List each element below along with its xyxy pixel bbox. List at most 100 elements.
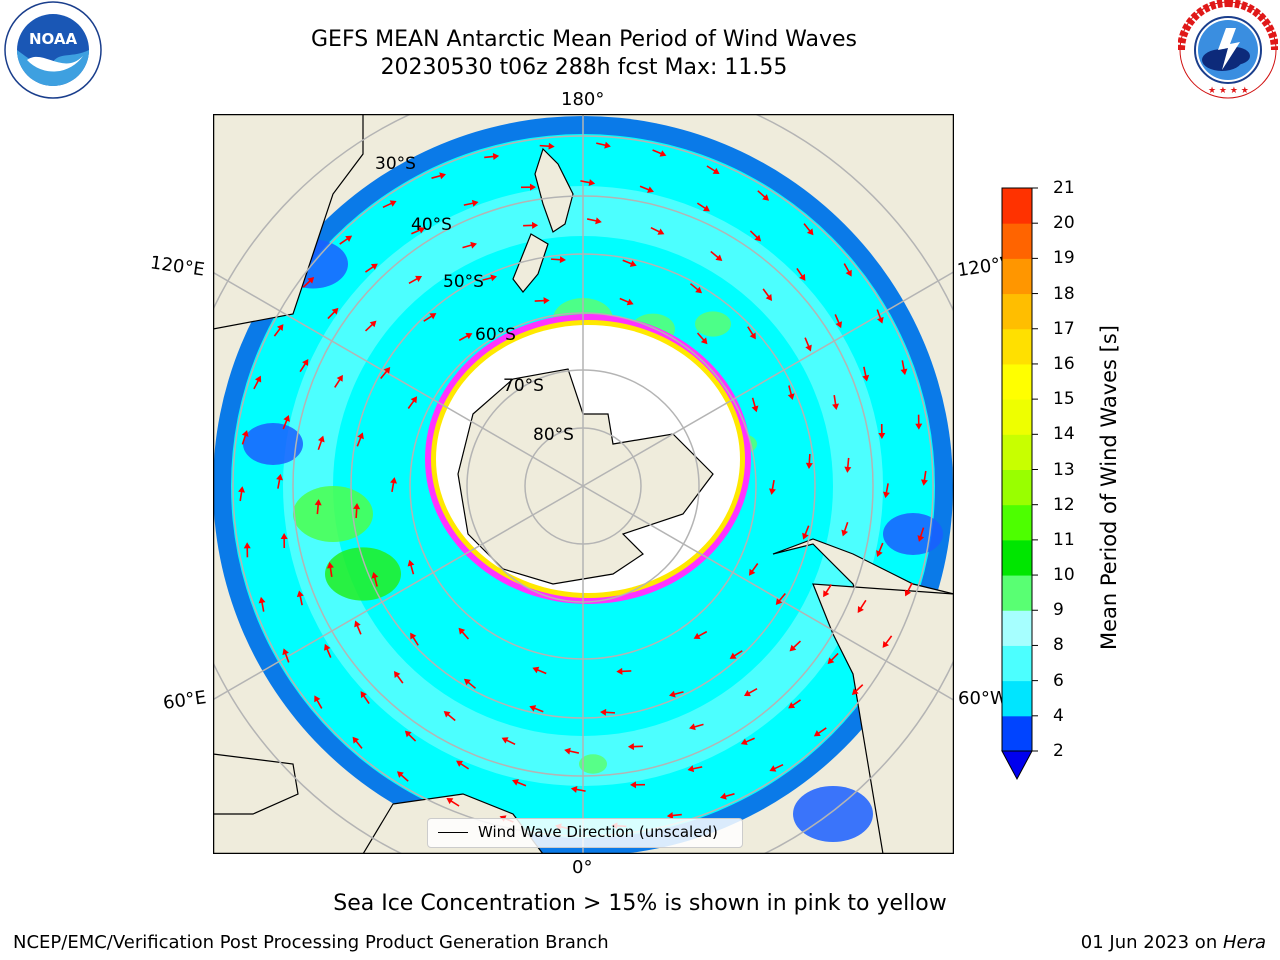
wave-direction-arrow [720,792,735,800]
map-legend: Wind Wave Direction (unscaled) [427,818,743,848]
colorbar-band [1002,680,1032,717]
wave-direction-arrow [630,781,646,789]
wave-direction-arrow [407,396,418,409]
latitude-label: 60°S [475,325,516,345]
colorbar-tick-label: 16 [1053,353,1075,374]
wave-direction-arrow [851,684,864,696]
wave-direction-arrow [404,730,417,742]
wave-direction-arrow [876,542,884,557]
footer-date-text: 01 Jun 2023 on [1080,932,1223,953]
colorbar-tick-label: 11 [1053,529,1075,550]
wave-direction-arrow [299,359,309,373]
colorbar-tick-label: 20 [1053,213,1075,234]
wave-direction-arrow [364,320,377,332]
colorbar-tick-label: 4 [1053,705,1064,726]
colorbar-band [1002,399,1032,435]
period-patch [579,754,607,774]
antarctica-land [457,368,714,585]
colorbar-tick-label: 21 [1053,178,1075,198]
wave-direction-arrow [841,521,849,537]
wave-direction-arrow [360,691,370,705]
wave-direction-arrow [324,643,332,658]
chart-subtitle: 20230530 t06z 288h fcst Max: 11.55 [380,55,788,80]
wave-direction-arrow [834,314,842,329]
colorbar-band [1002,469,1032,506]
lon-label-60w: 60°W [958,688,1008,709]
wave-direction-arrow [484,153,500,160]
wave-direction-arrow [706,165,720,174]
wave-direction-arrow [431,172,446,180]
colorbar-tick-label: 2 [1053,741,1064,761]
footer-branch: NCEP/EMC/Verification Post Processing Pr… [13,932,609,953]
colorbar-extend-arrow [1001,750,1033,781]
colorbar-tick-label: 8 [1053,635,1064,656]
wave-direction-arrow [534,297,550,305]
wave-direction-arrow [314,695,323,709]
wave-direction-arrow [693,630,708,640]
wave-direction-arrow [787,385,795,401]
chart-title: GEFS MEAN Antarctic Mean Period of Wind … [311,27,857,52]
wave-direction-arrow [650,226,665,235]
wave-direction-arrow [696,202,710,212]
latitude-label: 30°S [375,154,416,174]
wave-direction-arrow [238,486,246,502]
wave-direction-arrow [804,337,812,352]
wave-direction-arrow [570,786,586,793]
wave-direction-arrow [920,470,928,486]
wave-direction-arrow [586,217,602,225]
noaa-logo: NOAA [3,0,103,100]
nws-logo: ★ ★ ★ ★ [1177,0,1279,100]
wave-direction-arrow [396,771,409,782]
colorbar-tick-label: 9 [1053,600,1064,621]
colorbar-band [1002,328,1032,365]
wave-direction-arrow [619,297,634,306]
wave-direction-arrow [616,667,632,675]
meridian-line [213,271,584,487]
wave-direction-arrow [917,527,925,542]
wave-direction-arrow [904,582,913,597]
wave-direction-arrow [539,142,555,150]
wave-direction-arrow [857,599,867,613]
south-america-tip [812,583,954,854]
wave-direction-arrow [564,747,580,755]
wave-direction-arrow [339,235,353,245]
wave-direction-arrow [446,798,460,807]
colorbar-tick-label: 17 [1053,318,1075,339]
wave-direction-arrow [751,397,759,413]
colorbar-band [1002,188,1032,224]
wave-direction-arrow [462,241,477,249]
wave-direction-arrow [740,737,755,745]
colorbar-tick-label: 6 [1053,670,1064,691]
wave-direction-arrow [622,259,637,267]
meridian-line [213,485,584,701]
graticule-layer [213,114,954,854]
colorbar-label: Mean Period of Wind Waves [s] [1097,325,1121,650]
wave-direction-arrow [243,542,251,558]
wave-direction-arrow [823,584,832,598]
wave-direction-arrow [314,499,322,515]
wave-direction-arrow [532,666,547,675]
wave-direction-arrow [803,223,814,236]
wave-direction-arrow [463,199,479,207]
wave-direction-arrow [769,479,776,495]
colorbar-tick-label: 15 [1053,389,1075,410]
wave-direction-arrow [276,473,283,489]
wave-direction-arrow [832,395,840,410]
wave-direction-arrow [410,632,419,646]
wave-direction-arrow [762,288,773,301]
wave-direction-arrow [296,590,304,606]
wave-direction-arrow [668,690,684,698]
wave-direction-arrow [652,149,667,157]
wave-direction-arrow [523,221,539,229]
wave-direction-arrow [600,708,616,716]
wave-direction-arrow [813,727,827,737]
noaa-logo-text: NOAA [29,30,78,48]
wave-direction-arrow [380,366,391,380]
period-patch [695,311,731,337]
colorbar-tick-label: 12 [1053,494,1075,515]
wave-direction-arrow [423,313,437,322]
wave-direction-arrow [596,141,611,149]
wave-direction-arrow [915,414,923,430]
lon-label-120e: 120°E [148,252,206,281]
colorbar-band [1002,539,1032,576]
